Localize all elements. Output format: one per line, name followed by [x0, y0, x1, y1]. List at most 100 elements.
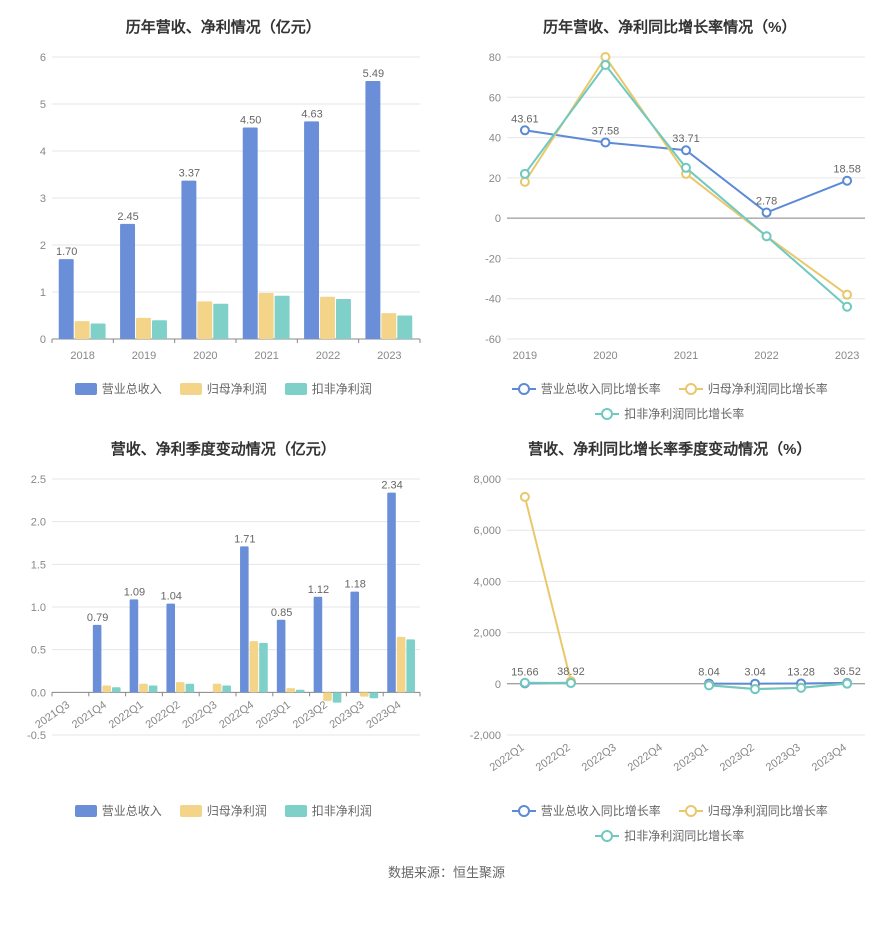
svg-text:2021: 2021 [673, 350, 697, 362]
svg-text:0: 0 [494, 213, 500, 225]
svg-text:-60: -60 [485, 334, 501, 346]
svg-text:1.09: 1.09 [124, 586, 145, 598]
svg-text:2022Q3: 2022Q3 [180, 699, 219, 731]
svg-text:2,000: 2,000 [473, 628, 501, 640]
legend-item[interactable]: 归母净利润 [180, 802, 267, 819]
legend-label: 归母净利润 [207, 802, 267, 819]
legend-swatch [595, 413, 619, 415]
chart2-legend: 营业总收入同比增长率 归母净利润同比增长率扣非净利润同比增长率 [457, 380, 884, 422]
svg-text:2023Q2: 2023Q2 [291, 699, 330, 731]
svg-text:3.04: 3.04 [744, 667, 765, 679]
svg-text:20: 20 [488, 173, 500, 185]
svg-text:2023Q1: 2023Q1 [254, 699, 293, 731]
svg-text:2023: 2023 [377, 350, 401, 362]
svg-text:1.70: 1.70 [56, 246, 77, 258]
svg-text:1.71: 1.71 [234, 533, 255, 545]
legend-swatch [512, 810, 536, 812]
svg-text:1.04: 1.04 [161, 591, 182, 603]
legend-item[interactable]: 扣非净利润 [285, 802, 372, 819]
svg-text:2021Q3: 2021Q3 [33, 699, 72, 731]
svg-text:-0.5: -0.5 [27, 730, 46, 742]
chart2-title: 历年营收、净利同比增长率情况（%） [457, 16, 884, 37]
legend-label: 归母净利润同比增长率 [708, 380, 828, 397]
svg-text:2023: 2023 [834, 350, 858, 362]
legend-swatch [679, 388, 703, 390]
svg-text:2019: 2019 [512, 350, 536, 362]
legend-label: 扣非净利润同比增长率 [624, 827, 744, 844]
svg-text:18.58: 18.58 [833, 164, 861, 176]
chart4-title: 营收、净利同比增长率季度变动情况（%） [457, 438, 884, 459]
legend-label: 营业总收入同比增长率 [541, 380, 661, 397]
svg-text:13.28: 13.28 [787, 666, 815, 678]
svg-text:-2,000: -2,000 [469, 730, 500, 742]
legend-swatch [679, 810, 703, 812]
svg-text:5.49: 5.49 [363, 68, 384, 80]
svg-text:6: 6 [40, 52, 46, 64]
svg-text:2018: 2018 [70, 350, 94, 362]
svg-text:-20: -20 [485, 253, 501, 265]
legend-swatch [75, 805, 97, 817]
legend-item[interactable]: 营业总收入同比增长率 [512, 380, 661, 397]
chart4-legend: 营业总收入同比增长率 归母净利润同比增长率扣非净利润同比增长率 [457, 802, 884, 844]
svg-text:1.18: 1.18 [345, 579, 366, 591]
svg-text:2022Q1: 2022Q1 [487, 742, 526, 774]
svg-text:2.34: 2.34 [381, 480, 402, 492]
svg-text:2023Q4: 2023Q4 [809, 742, 848, 774]
chart-panel-4: 营收、净利同比增长率季度变动情况（%） -2,00002,0004,0006,0… [457, 432, 884, 844]
legend-item[interactable]: 扣非净利润同比增长率 [595, 827, 744, 844]
legend-label: 营业总收入 [102, 802, 162, 819]
legend-label: 归母净利润 [207, 380, 267, 397]
svg-text:2023Q2: 2023Q2 [717, 742, 756, 774]
legend-label: 扣非净利润同比增长率 [624, 405, 744, 422]
svg-text:4.63: 4.63 [301, 108, 322, 120]
chart3-body: -0.50.00.51.01.52.02.52021Q32021Q40.7920… [10, 469, 437, 794]
svg-text:2020: 2020 [593, 350, 617, 362]
svg-text:43.61: 43.61 [511, 113, 539, 125]
svg-text:0: 0 [494, 679, 500, 691]
svg-text:4.50: 4.50 [240, 115, 261, 127]
legend-label: 归母净利润同比增长率 [708, 802, 828, 819]
svg-text:2022Q4: 2022Q4 [625, 742, 664, 774]
svg-text:36.52: 36.52 [833, 666, 861, 678]
legend-item[interactable]: 扣非净利润 [285, 380, 372, 397]
chart3-legend: 营业总收入 归母净利润 扣非净利润 [10, 802, 437, 819]
chart4-body: -2,00002,0004,0006,0008,0002022Q12022Q22… [457, 469, 884, 794]
svg-text:2019: 2019 [132, 350, 156, 362]
svg-text:38.92: 38.92 [557, 666, 585, 678]
chart2-body: -60-40-200204060802019202020212022202343… [457, 47, 884, 372]
svg-text:-40: -40 [485, 294, 501, 306]
legend-item[interactable]: 归母净利润同比增长率 [679, 802, 828, 819]
legend-item[interactable]: 扣非净利润同比增长率 [595, 405, 744, 422]
legend-item[interactable]: 营业总收入 [75, 380, 162, 397]
legend-item[interactable]: 营业总收入 [75, 802, 162, 819]
svg-text:3.37: 3.37 [179, 168, 200, 180]
svg-text:80: 80 [488, 52, 500, 64]
legend-swatch [595, 835, 619, 837]
legend-label: 扣非净利润 [312, 802, 372, 819]
chart-panel-2: 历年营收、净利同比增长率情况（%） -60-40-200204060802019… [457, 10, 884, 422]
chart-panel-3: 营收、净利季度变动情况（亿元） -0.50.00.51.01.52.02.520… [10, 432, 437, 844]
svg-text:1.5: 1.5 [31, 559, 46, 571]
svg-text:2: 2 [40, 240, 46, 252]
data-source: 数据来源：恒生聚源 [10, 862, 883, 881]
svg-text:2023Q3: 2023Q3 [328, 699, 367, 731]
svg-text:2023Q4: 2023Q4 [364, 699, 403, 731]
svg-text:3: 3 [40, 193, 46, 205]
svg-text:2.5: 2.5 [31, 474, 46, 486]
legend-swatch [75, 383, 97, 395]
svg-text:8.04: 8.04 [698, 667, 719, 679]
svg-text:2023Q1: 2023Q1 [671, 742, 710, 774]
svg-text:0.79: 0.79 [87, 612, 108, 624]
legend-label: 扣非净利润 [312, 380, 372, 397]
chart1-legend: 营业总收入 归母净利润 扣非净利润 [10, 380, 437, 397]
legend-swatch [512, 388, 536, 390]
legend-item[interactable]: 归母净利润 [180, 380, 267, 397]
svg-text:2023Q3: 2023Q3 [763, 742, 802, 774]
chart1-body: 012345620181.7020192.4520203.3720214.502… [10, 47, 437, 372]
legend-item[interactable]: 营业总收入同比增长率 [512, 802, 661, 819]
svg-text:0.85: 0.85 [271, 607, 292, 619]
legend-swatch [285, 383, 307, 395]
svg-text:2022Q2: 2022Q2 [144, 699, 183, 731]
chart-grid: 历年营收、净利情况（亿元） 012345620181.7020192.45202… [10, 10, 883, 844]
legend-item[interactable]: 归母净利润同比增长率 [679, 380, 828, 397]
